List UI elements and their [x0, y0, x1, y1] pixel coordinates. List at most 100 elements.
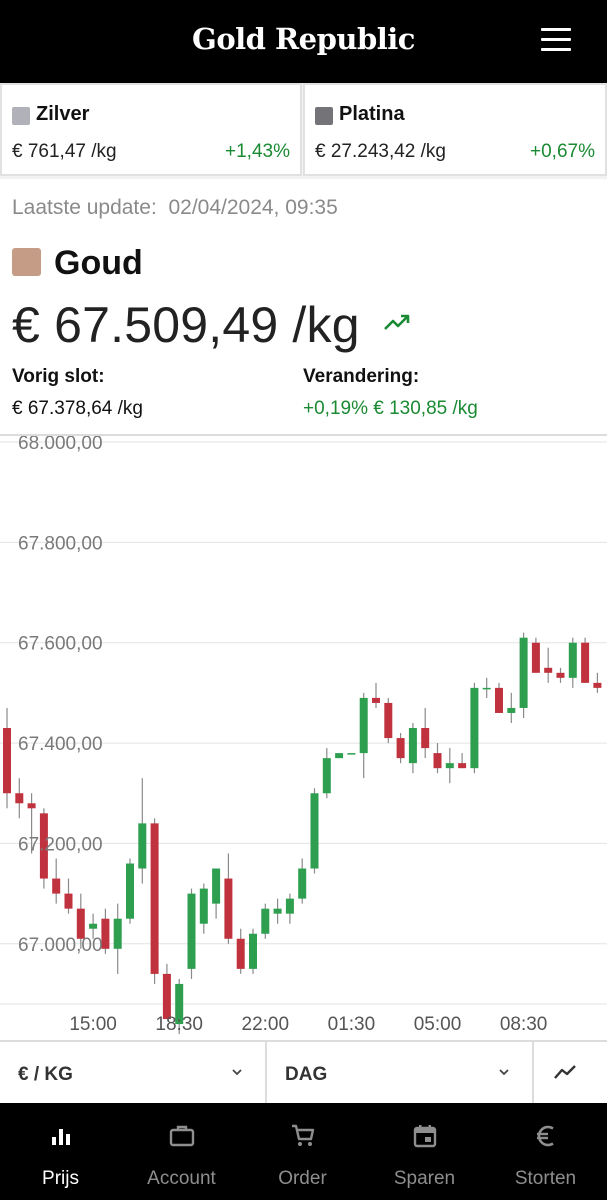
candle-up — [175, 983, 184, 1025]
chevron-down-icon — [232, 1069, 242, 1076]
candle-up — [212, 868, 221, 904]
candle-down — [421, 728, 430, 749]
range-select[interactable]: DAG — [267, 1042, 534, 1103]
candle-up — [187, 893, 196, 969]
y-tick-label: 67.400,00 — [18, 734, 103, 755]
metal-tickers: Zilver € 761,47 /kg +1,43% Platina € 27.… — [0, 83, 607, 179]
prev-close-value: € 67.378,64 /kg — [12, 398, 143, 419]
y-tick-label: 67.800,00 — [18, 533, 103, 554]
nav-prijs[interactable]: Prijs — [0, 1103, 121, 1200]
candle-up — [482, 687, 491, 690]
ticker-platina[interactable]: Platina € 27.243,42 /kg +0,67% — [303, 83, 607, 176]
candle-up — [273, 908, 282, 914]
candlestick-chart[interactable]: 68.000,00 67.800,00 67.600,00 67.400,00 67.2… — [0, 436, 607, 1040]
candle-down — [224, 878, 233, 939]
chevron-down-icon — [499, 1069, 509, 1076]
candle-up — [408, 728, 417, 764]
y-tick-label: 68.000,00 — [18, 436, 103, 454]
change-value: +0,19% € 130,85 /kg — [303, 398, 478, 419]
candle-down — [433, 753, 442, 769]
candle-up — [445, 763, 454, 769]
ticker-change: +0,67% — [530, 141, 595, 162]
nav-label: Order — [278, 1168, 327, 1189]
chart-type-button[interactable] — [534, 1042, 607, 1103]
change-label: Verandering: — [303, 366, 420, 387]
candle-down — [458, 763, 467, 769]
candle-down — [162, 973, 171, 1020]
candle-down — [384, 702, 393, 739]
prev-close-label: Vorig slot: — [12, 366, 105, 387]
candle-down — [396, 738, 405, 759]
candle-up — [126, 863, 134, 919]
candle-down — [27, 803, 36, 809]
candle-up — [138, 823, 147, 869]
nav-label: Account — [147, 1168, 216, 1189]
nav-storten[interactable]: Storten — [485, 1103, 606, 1200]
candle-up — [113, 918, 122, 949]
candle-up — [285, 898, 294, 914]
ticker-price: € 761,47 /kg — [12, 141, 117, 162]
line-chart-icon — [554, 1065, 576, 1079]
bottom-navigation: Prijs Account Order Sparen Storten — [0, 1103, 607, 1200]
candle-down — [52, 878, 61, 894]
candle-down — [236, 938, 245, 969]
ticker-change: +1,43% — [225, 141, 290, 162]
calendar-icon — [413, 1125, 437, 1148]
candle-up — [519, 637, 528, 708]
hamburger-menu-icon[interactable] — [541, 28, 571, 52]
briefcase-icon — [169, 1125, 195, 1147]
candle-up — [359, 697, 368, 754]
candle-down — [15, 793, 24, 804]
bar-chart-icon — [52, 1129, 70, 1145]
current-price: € 67.509,49 /kg — [12, 297, 360, 353]
x-tick-label: 05:00 — [414, 1014, 462, 1035]
candle-down — [76, 908, 85, 939]
nav-label: Sparen — [393, 1168, 456, 1189]
nav-account[interactable]: Account — [121, 1103, 242, 1200]
candle-down — [581, 642, 590, 683]
candle-up — [507, 707, 516, 713]
candle-up — [470, 687, 479, 769]
x-tick-label: 01:30 — [328, 1014, 376, 1035]
price-chart[interactable]: 68.000,00 67.800,00 67.600,00 67.400,00 67.2… — [0, 434, 607, 1040]
metal-name: Goud — [54, 244, 143, 282]
zilver-swatch — [12, 107, 30, 125]
x-tick-label: 18:30 — [155, 1014, 203, 1035]
candle-down — [372, 697, 380, 703]
candle-up — [310, 793, 319, 869]
trending-up-icon — [384, 314, 410, 330]
nav-order[interactable]: Order — [242, 1103, 363, 1200]
candle-up — [347, 753, 356, 755]
chart-controls: € / KG DAG — [0, 1040, 607, 1103]
y-tick-label: 67.200,00 — [18, 834, 103, 855]
candle-up — [298, 868, 307, 899]
candle-down — [64, 893, 73, 909]
candle-up — [199, 888, 208, 924]
platina-swatch — [315, 107, 333, 125]
euro-icon — [537, 1125, 554, 1147]
range-select-value: DAG — [285, 1064, 328, 1085]
candle-down — [150, 823, 159, 974]
ticker-name: Zilver — [36, 103, 90, 125]
ticker-zilver[interactable]: Zilver € 761,47 /kg +1,43% — [0, 83, 302, 176]
last-update: Laatste update: 02/04/2024, 09:35 — [12, 196, 338, 219]
candle-down — [531, 642, 540, 673]
candle-up — [322, 758, 331, 794]
candle-up — [568, 642, 577, 678]
x-tick-label: 22:00 — [242, 1014, 290, 1035]
ticker-price: € 27.243,42 /kg — [315, 141, 446, 162]
x-tick-label: 15:00 — [69, 1014, 117, 1035]
goud-swatch — [12, 248, 41, 276]
brand-logo[interactable]: Gold Republic — [192, 22, 415, 56]
candle-down — [101, 918, 110, 949]
x-tick-label: 08:30 — [500, 1014, 548, 1035]
candle-up — [261, 908, 270, 934]
unit-select-value: € / KG — [18, 1064, 73, 1085]
nav-label: Storten — [514, 1168, 577, 1189]
y-tick-label: 67.600,00 — [18, 634, 103, 655]
nav-sparen[interactable]: Sparen — [364, 1103, 485, 1200]
candle-down — [39, 813, 48, 879]
candle-up — [249, 933, 257, 969]
unit-select[interactable]: € / KG — [0, 1042, 267, 1103]
ticker-name: Platina — [339, 103, 405, 125]
